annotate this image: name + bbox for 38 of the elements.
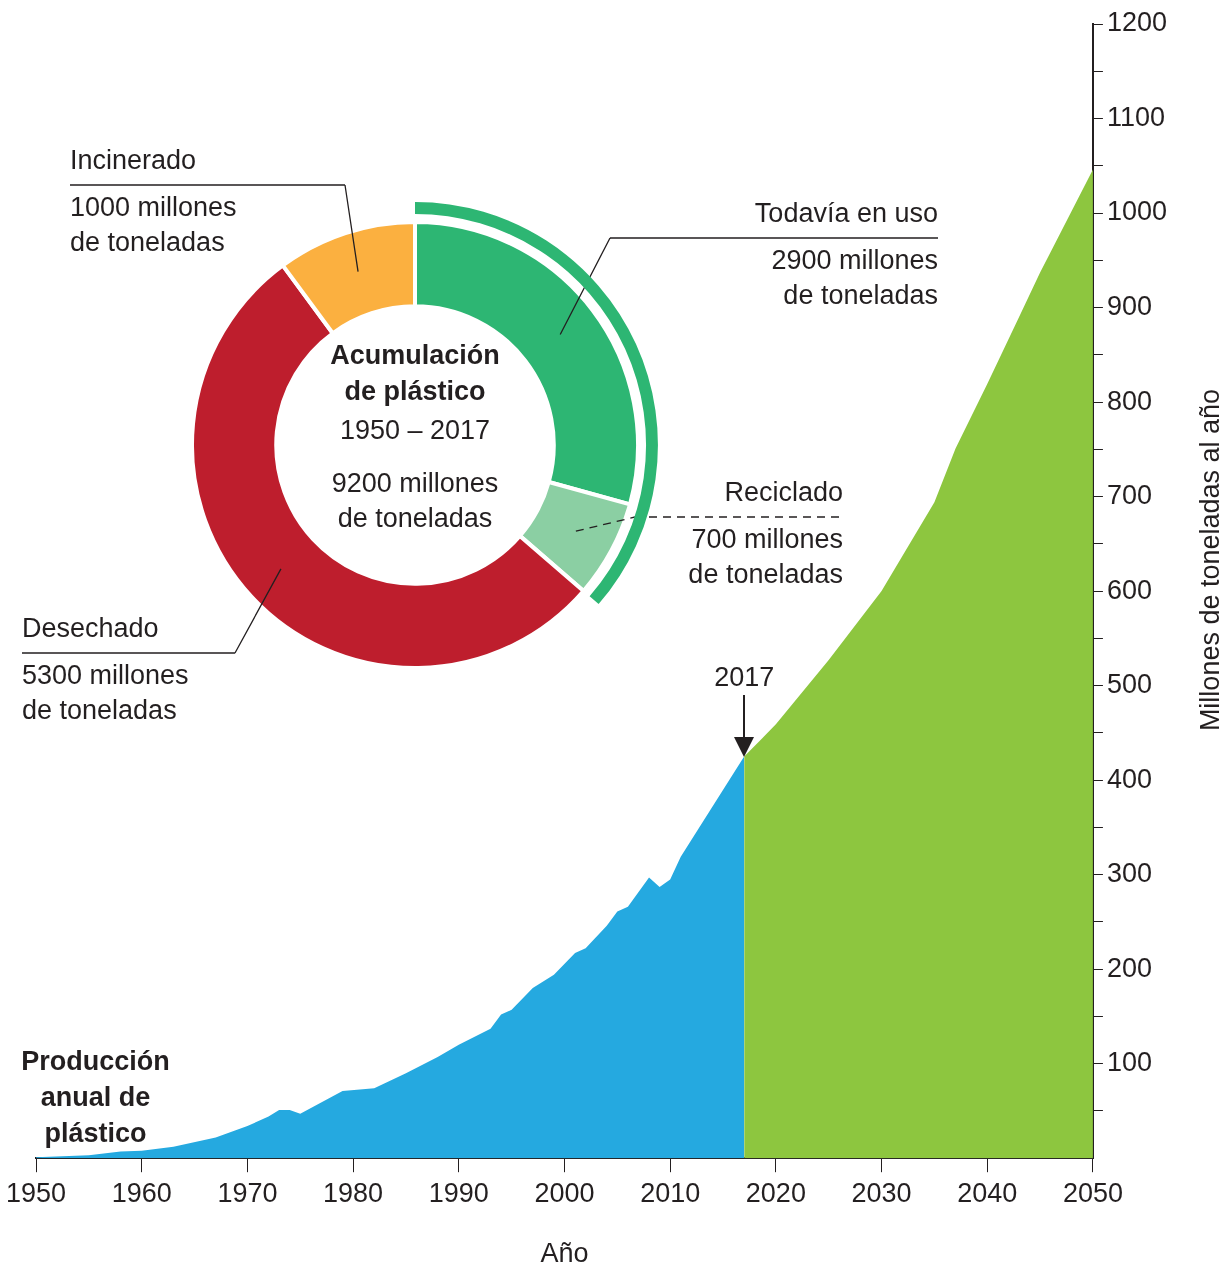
data-label: 1000 millones de toneladas [70,192,237,258]
text: Acumulación de plástico [330,340,500,407]
y-tick-label: 1000 [1106,196,1168,227]
x-tick-label: 2000 [534,1177,595,1208]
annotation: Producción anual de plástico [20,1045,171,1150]
y-tick-label: 100 [1106,1047,1152,1078]
x-tick-label: 2010 [640,1177,701,1208]
x-tick-label: 2040 [957,1177,1018,1208]
x-axis-title: Año [540,1238,589,1269]
y-tick-label: 500 [1106,669,1152,700]
slice-label: Desechado [22,613,159,644]
y-tick-label: 700 [1106,480,1152,511]
slice-label: Reciclado [724,477,843,508]
x-tick-label: 2050 [1062,1177,1123,1208]
x-tick-label: 1960 [111,1177,172,1208]
y-tick-label: 1100 [1106,101,1165,132]
x-tick-label: 1950 [5,1177,67,1208]
y-tick-label: 200 [1106,952,1152,983]
y-tick-label: 300 [1106,858,1152,889]
x-tick-label: 2030 [851,1177,912,1208]
slice-label: Incinerado [70,145,197,176]
x-tick-label: 1970 [217,1177,278,1208]
data-label: 2900 millones de toneladas [771,245,938,311]
y-tick-label: 800 [1106,385,1152,416]
y-tick-label: 400 [1106,763,1152,794]
annotation: 2017 [714,661,775,692]
x-tick-label: 2020 [745,1177,806,1208]
y-tick-label: 1200 [1106,7,1168,38]
slice-label: Todavía en uso [754,198,938,229]
x-tick-label: 1980 [323,1177,384,1208]
y-tick-label: 900 [1106,291,1152,321]
y-tick-label: 600 [1106,574,1152,605]
annotation: 9200 millones de toneladas [331,468,499,534]
data-label: 700 millones de toneladas [688,524,843,590]
text: 1950 – 2017 [339,415,491,446]
x-tick-label: 1990 [428,1177,489,1208]
y-axis-title: Millones de toneladas al año [1194,388,1226,732]
data-label: 5300 millones de toneladas [22,660,189,726]
